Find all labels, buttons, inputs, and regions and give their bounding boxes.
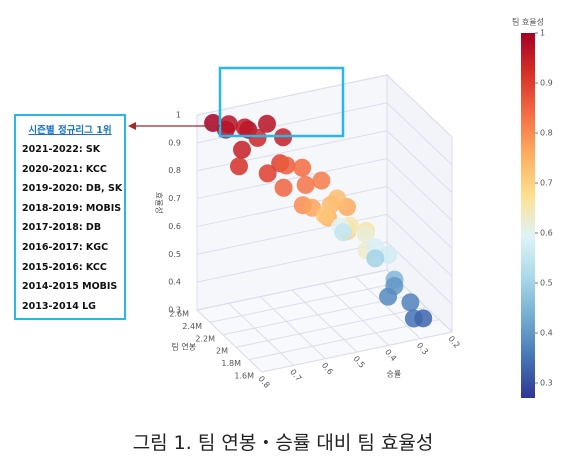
x-tick-label: 0.5 <box>351 354 366 370</box>
grid-line <box>354 276 421 340</box>
point <box>328 189 347 208</box>
colorbar-tick-label: 0.5 <box>540 279 553 288</box>
y-tick-label: 2.4M <box>182 322 202 331</box>
grid-line <box>386 74 453 138</box>
grid-line <box>323 282 390 346</box>
grid-line <box>196 185 388 227</box>
arrow-head <box>128 122 136 130</box>
colorbar-title: 팀 효율성 <box>512 17 544 27</box>
z-tick-label: 0.8 <box>168 166 181 175</box>
colorbar-tick-label: 0.9 <box>540 79 553 88</box>
grid-line <box>196 130 388 172</box>
grid-line <box>386 158 453 221</box>
y-tick-label: 2M <box>216 347 228 356</box>
annotation-item: 2015-2016: KCC <box>22 261 107 273</box>
grid-line <box>196 158 388 200</box>
grid-line <box>386 213 453 277</box>
colorbar-tick-label: 0.6 <box>540 229 553 238</box>
z-tick-label: 0.9 <box>168 138 181 147</box>
y-tick-label: 2.6M <box>169 310 189 319</box>
grid-line <box>196 309 263 373</box>
point <box>312 171 331 190</box>
grid-line <box>196 241 388 283</box>
point <box>258 114 276 133</box>
grid-line <box>386 186 453 249</box>
annotation-box: 시즌별 정규리그 1위 2021-2022: SK 2020-2021: KCC 2… <box>14 114 126 320</box>
z-tick-label: 0.4 <box>168 278 181 287</box>
point <box>274 178 293 197</box>
z-tick-label: 0.6 <box>168 222 181 231</box>
point <box>277 156 296 175</box>
y-axis-title: 팀 연봉 <box>172 342 197 352</box>
grid-line <box>259 296 326 360</box>
annotation-item: 2017-2018: DB <box>22 222 102 234</box>
annotation-item: 2014-2015 MOBIS <box>22 281 118 293</box>
point <box>293 158 312 177</box>
point <box>248 128 267 147</box>
point <box>334 223 353 242</box>
point <box>315 206 334 225</box>
colorbar-tick-label: 0.3 <box>540 379 553 388</box>
colorbar-tick-label: 1 <box>540 29 545 38</box>
x-axis-title: 승률 <box>387 370 402 379</box>
point <box>233 140 251 159</box>
point <box>230 157 248 176</box>
z-axis-title: 효율성 <box>155 192 164 214</box>
grid-line <box>228 302 295 366</box>
grid-line <box>386 130 453 194</box>
point <box>414 309 433 328</box>
point <box>379 287 398 306</box>
colorbar-tick-label: 0.7 <box>540 179 553 188</box>
grid-line <box>386 102 453 166</box>
x-tick-label: 0.8 <box>256 374 271 390</box>
caption: 그림 1. 팀 연봉・승률 대비 팀 효율성 <box>132 432 434 454</box>
point <box>258 164 277 183</box>
colorbar-tick-label: 0.8 <box>540 129 553 138</box>
x-tick-label: 0.6 <box>320 361 335 377</box>
x-tick-label: 0.3 <box>415 341 430 357</box>
z-tick-label: 1 <box>176 111 181 120</box>
point <box>401 293 420 312</box>
z-tick-label: 0.7 <box>168 194 181 203</box>
grid-line <box>196 74 388 116</box>
colorbar <box>521 33 535 398</box>
y-tick-label: 1.8M <box>221 359 241 368</box>
point <box>274 128 293 147</box>
grid-line <box>291 289 358 353</box>
annotation-item: 2016-2017: KGC <box>22 241 109 253</box>
point <box>296 175 315 194</box>
colorbar-tick-label: 0.4 <box>540 329 553 338</box>
grid-line <box>386 241 453 305</box>
point <box>219 115 238 134</box>
annotation-item: 2013-2014 LG <box>22 300 96 312</box>
annotation-item: 2021-2022: SK <box>22 144 101 155</box>
y-tick-label: 2.2M <box>195 334 215 343</box>
z-tick-label: 0.3 <box>168 306 181 315</box>
point <box>235 118 254 137</box>
x-tick-label: 0.7 <box>288 368 303 384</box>
annotation-item: 2020-2021: KCC <box>22 163 107 175</box>
point <box>356 225 375 244</box>
annotation-item: 2019-2020: DB, SK <box>22 183 123 195</box>
point <box>366 249 385 268</box>
annotation-item: 2018-2019: MOBIS <box>22 202 122 214</box>
annotation-title: 시즌별 정규리그 1위 <box>28 125 112 136</box>
highlight-box <box>218 66 345 138</box>
y-tick-label: 1.6M <box>234 372 254 381</box>
x-tick-label: 0.2 <box>446 334 461 350</box>
x-tick-label: 0.4 <box>383 348 398 364</box>
z-tick-label: 0.5 <box>168 250 181 259</box>
